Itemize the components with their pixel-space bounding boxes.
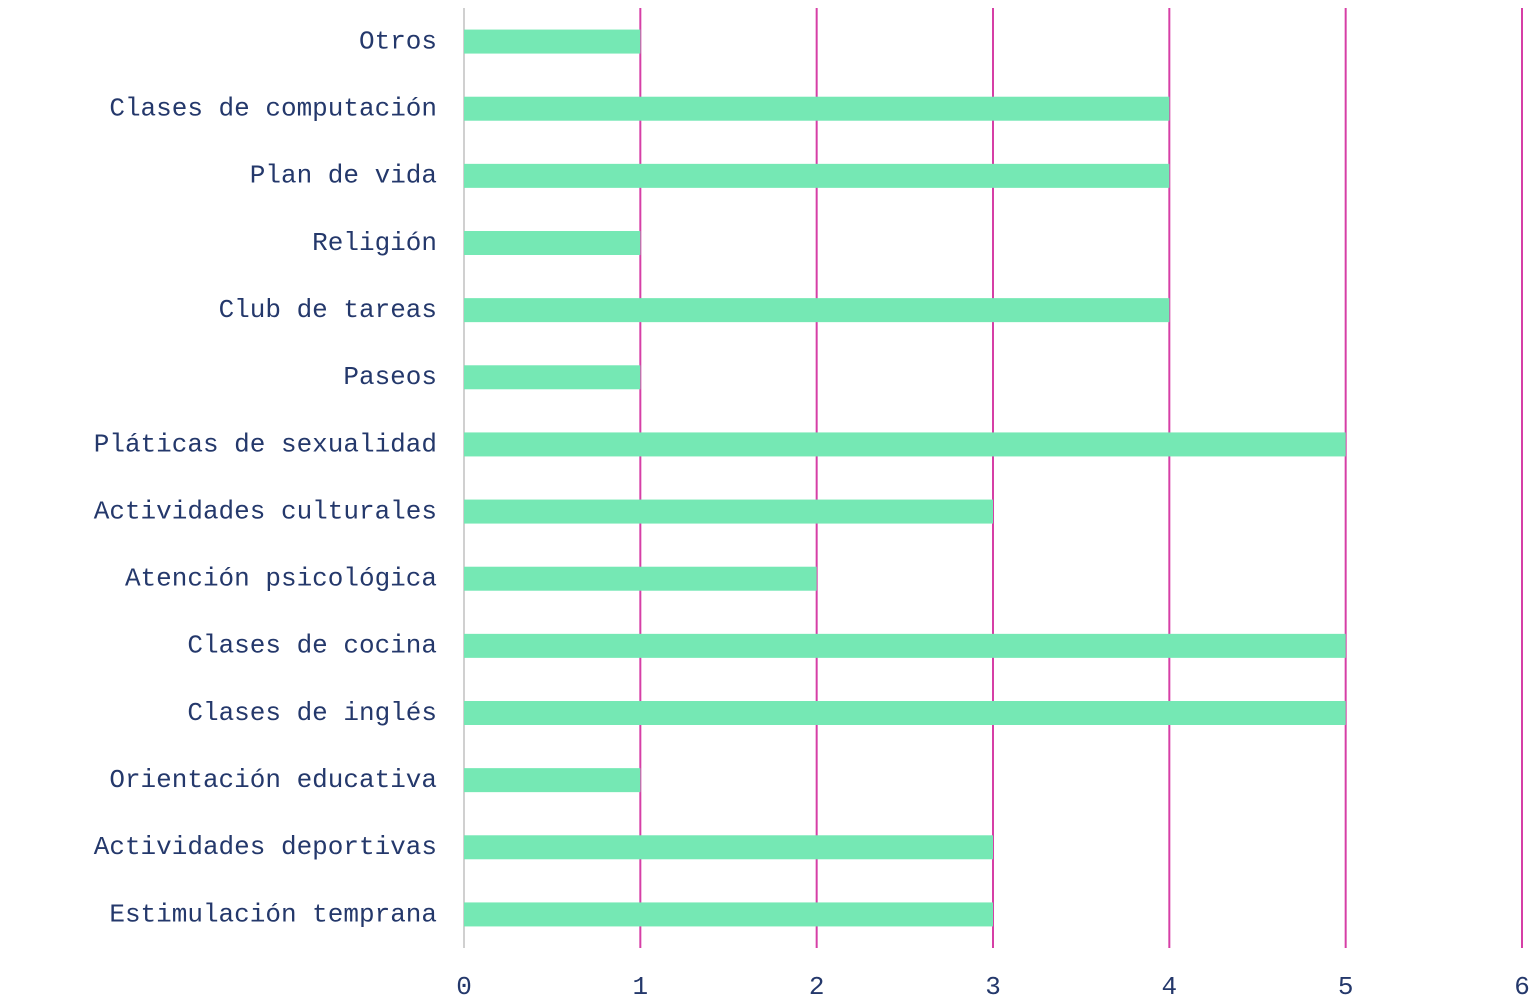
bar (464, 163, 1170, 188)
bar (464, 432, 1346, 457)
y-tick-label: Actividades culturales (94, 496, 437, 526)
y-tick-label: Paseos (343, 362, 437, 392)
bar (464, 902, 993, 927)
bar (464, 96, 1170, 121)
y-tick-label: Clases de computación (109, 94, 437, 124)
bar (464, 231, 641, 255)
y-tick-label: Pláticas de sexualidad (94, 429, 437, 459)
bar (464, 298, 1170, 323)
y-tick-label: Otros (359, 26, 437, 56)
bar (464, 499, 993, 524)
bar (464, 835, 993, 860)
y-tick-label: Estimulación temprana (109, 899, 437, 929)
y-tick-label: Actividades deportivas (94, 832, 437, 862)
y-tick-label: Orientación educativa (109, 765, 437, 795)
bar (464, 29, 641, 54)
y-tick-label: Clases de cocina (187, 631, 437, 661)
bar (464, 701, 1346, 725)
x-tick-label: 0 (456, 972, 472, 1000)
bar (464, 768, 641, 793)
y-tick-label: Plan de vida (250, 161, 437, 191)
bar (464, 566, 817, 591)
x-tick-label: 6 (1514, 972, 1530, 1000)
y-tick-label: Club de tareas (219, 295, 437, 325)
bar (464, 365, 641, 390)
x-tick-label: 2 (809, 972, 825, 1000)
y-tick-label: Religión (312, 228, 437, 258)
y-tick-label: Atención psicológica (125, 564, 437, 594)
x-tick-label: 3 (985, 972, 1001, 1000)
x-tick-label: 4 (1162, 972, 1178, 1000)
y-tick-label: Clases de inglés (187, 698, 437, 728)
x-tick-label: 5 (1338, 972, 1354, 1000)
bar (464, 633, 1346, 658)
x-tick-label: 1 (633, 972, 649, 1000)
